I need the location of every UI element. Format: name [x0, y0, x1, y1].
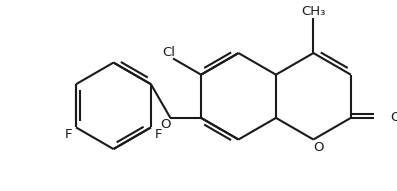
Text: Cl: Cl: [162, 46, 175, 59]
Text: O: O: [160, 118, 171, 131]
Text: F: F: [65, 128, 72, 141]
Text: O: O: [390, 111, 397, 124]
Text: O: O: [313, 141, 323, 154]
Text: CH₃: CH₃: [301, 5, 326, 18]
Text: F: F: [155, 128, 162, 141]
